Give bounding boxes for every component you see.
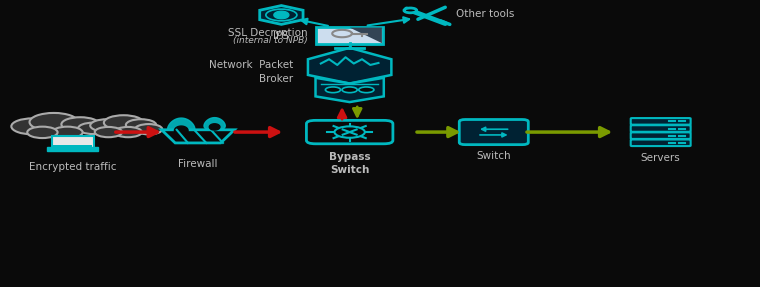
Circle shape <box>334 126 365 138</box>
Circle shape <box>325 87 340 93</box>
Circle shape <box>30 113 78 131</box>
Polygon shape <box>209 124 220 130</box>
Text: Bypass
Switch: Bypass Switch <box>329 152 370 175</box>
Polygon shape <box>315 78 384 102</box>
Polygon shape <box>204 118 225 130</box>
Polygon shape <box>162 130 234 143</box>
Circle shape <box>11 118 54 134</box>
Text: Network  Packet
Broker: Network Packet Broker <box>208 61 293 84</box>
FancyBboxPatch shape <box>52 136 94 148</box>
Text: Switch: Switch <box>477 151 511 161</box>
Circle shape <box>342 87 357 93</box>
Circle shape <box>126 119 157 131</box>
Text: SSL Decryption: SSL Decryption <box>228 28 308 38</box>
Circle shape <box>115 127 142 137</box>
Circle shape <box>62 117 100 131</box>
Circle shape <box>27 127 58 138</box>
Polygon shape <box>274 11 289 19</box>
Polygon shape <box>168 118 195 135</box>
Circle shape <box>266 9 297 21</box>
Circle shape <box>90 119 124 132</box>
Text: (internal to NPB): (internal to NPB) <box>233 36 308 45</box>
Polygon shape <box>260 5 303 24</box>
FancyBboxPatch shape <box>631 125 691 132</box>
Circle shape <box>404 8 416 13</box>
FancyBboxPatch shape <box>631 132 691 139</box>
Polygon shape <box>350 28 382 43</box>
Text: Other tools: Other tools <box>456 9 515 19</box>
Polygon shape <box>308 48 391 84</box>
Circle shape <box>104 115 144 130</box>
Text: Firewall: Firewall <box>178 159 217 169</box>
FancyBboxPatch shape <box>631 139 691 146</box>
Text: Encrypted traffic: Encrypted traffic <box>29 162 116 172</box>
FancyBboxPatch shape <box>53 145 93 148</box>
Polygon shape <box>175 126 188 135</box>
Text: IPS: IPS <box>274 31 290 41</box>
FancyBboxPatch shape <box>47 147 98 151</box>
Circle shape <box>135 124 163 134</box>
Circle shape <box>359 87 374 93</box>
FancyBboxPatch shape <box>631 118 691 125</box>
FancyBboxPatch shape <box>306 120 393 144</box>
Circle shape <box>95 127 122 137</box>
Text: Servers: Servers <box>641 154 680 164</box>
Circle shape <box>78 123 109 134</box>
Circle shape <box>52 127 83 138</box>
FancyBboxPatch shape <box>459 119 528 145</box>
FancyBboxPatch shape <box>316 27 383 44</box>
